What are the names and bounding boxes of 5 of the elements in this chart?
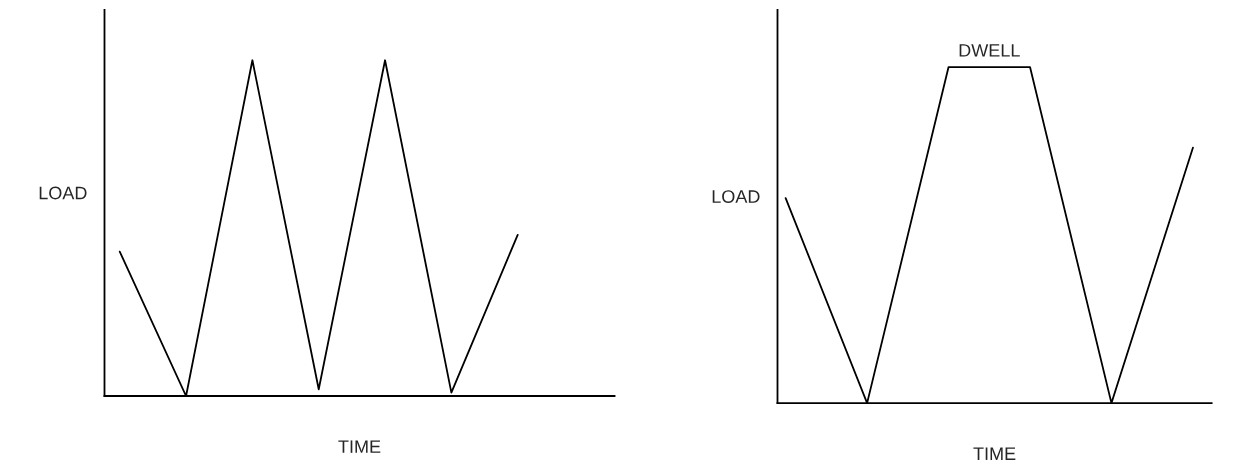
y-axis-title: LOAD xyxy=(39,186,87,200)
x-axis-title: TIME xyxy=(338,440,381,453)
y-axis-title: LOAD xyxy=(712,190,760,203)
x-axis-title: TIME xyxy=(973,447,1016,460)
text: DWELL xyxy=(959,44,1020,57)
